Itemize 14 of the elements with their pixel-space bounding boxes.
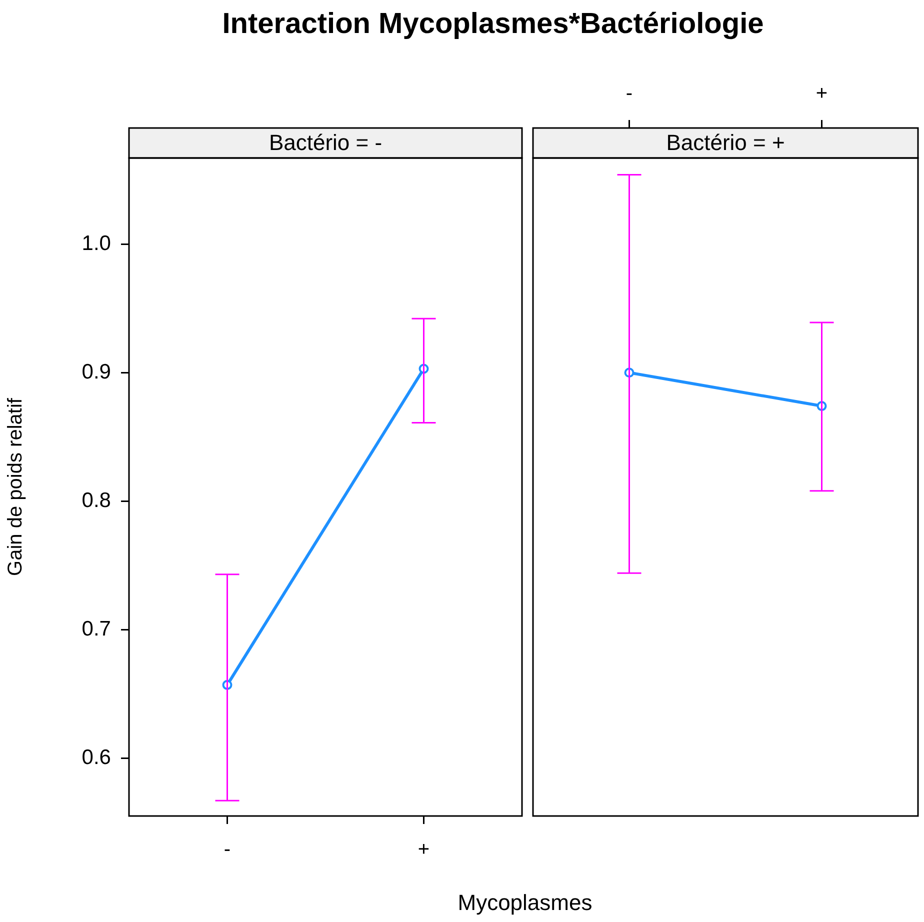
y-axis-title: Gain de poids relatif xyxy=(4,398,27,576)
x-tick-label: + xyxy=(418,838,430,861)
x-axis-title: Mycoplasmes xyxy=(456,890,594,916)
y-tick-label: 0.8 xyxy=(82,488,111,512)
y-tick-label: 0.6 xyxy=(82,746,111,769)
x-tick-label: + xyxy=(816,82,828,105)
chart-title: Interaction Mycoplasmes*Bactériologie xyxy=(221,8,765,41)
y-tick-label: 1.0 xyxy=(82,232,111,255)
x-tick-label: - xyxy=(224,838,231,861)
chart-subtitle: Bactério = + xyxy=(666,130,785,156)
x-tick-label: - xyxy=(626,82,633,105)
chart-subtitle: Bactério = - xyxy=(268,130,382,156)
y-tick-label: 0.7 xyxy=(82,617,111,640)
y-tick-label: 0.9 xyxy=(82,360,111,384)
